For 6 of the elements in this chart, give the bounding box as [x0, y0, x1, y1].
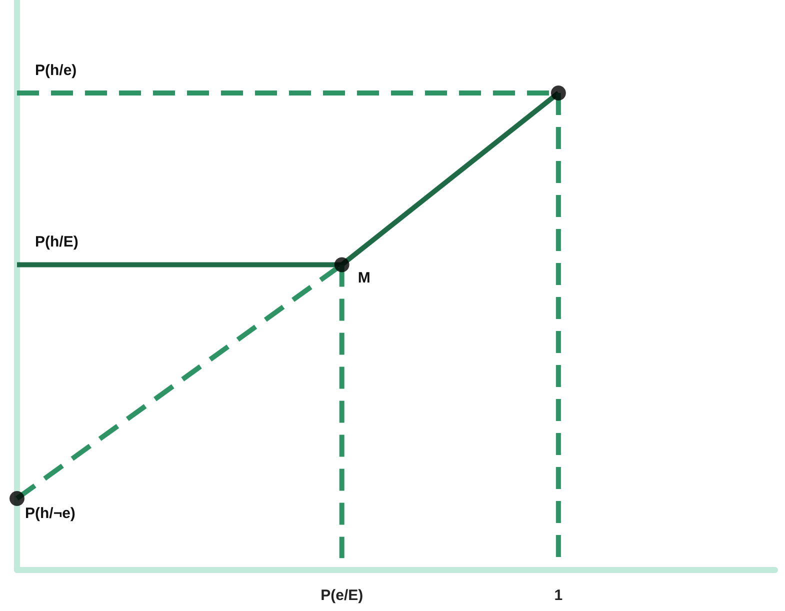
x-tick-label: 1 [554, 587, 563, 604]
annotation: M [358, 270, 370, 287]
x-tick-label: P(e/E) [320, 587, 364, 604]
annotation: P(h/¬e) [25, 505, 76, 522]
annotation: P(h/e) [35, 62, 77, 80]
annotation: P(h/E) [35, 234, 78, 251]
